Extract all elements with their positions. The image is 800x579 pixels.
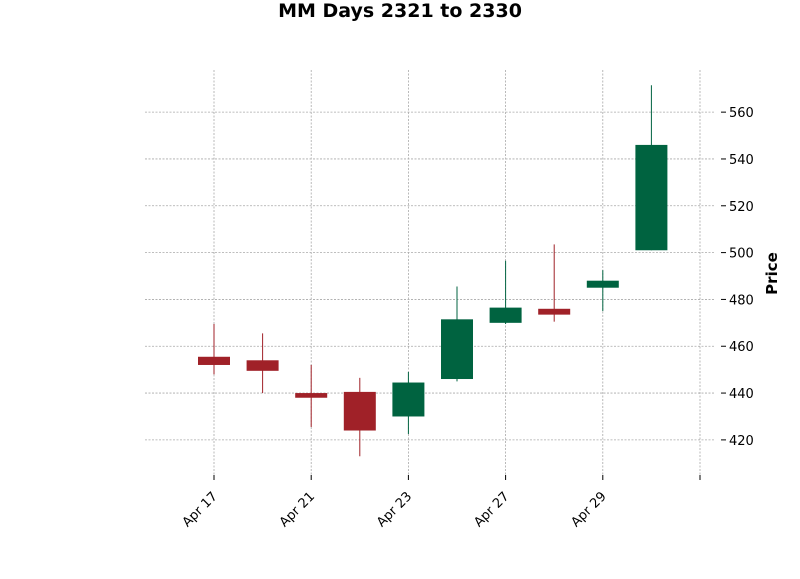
- candle: [489, 260, 522, 325]
- grid-layer: [145, 70, 715, 475]
- candle: [538, 244, 571, 322]
- y-tick-label: 500: [729, 247, 754, 262]
- y-tick-label: 520: [729, 200, 754, 215]
- y-tick-label: 460: [729, 340, 754, 355]
- y-axis-label: Price: [763, 252, 781, 295]
- axis-layer: 420 440 460 480 500 520 540 560 Apr 17 Apr 21 Apr …: [180, 106, 781, 530]
- candle: [295, 364, 328, 428]
- y-tick-label: 420: [729, 434, 754, 449]
- candle-body: [441, 319, 473, 380]
- candle-body: [198, 356, 230, 365]
- candle-body: [246, 360, 279, 371]
- x-tick-label: Apr 17: [180, 489, 221, 530]
- candle-body: [635, 144, 668, 251]
- y-tick-label: 560: [729, 106, 754, 121]
- candle-body: [343, 391, 376, 431]
- candle-body: [586, 280, 619, 288]
- candle-layer: [198, 85, 668, 457]
- candle-body: [538, 308, 571, 315]
- candle: [343, 377, 376, 457]
- x-tick-label: Apr 27: [471, 489, 512, 530]
- y-tick-label: 440: [729, 387, 754, 402]
- x-tick-label: Apr 21: [277, 489, 318, 530]
- candle-body: [392, 382, 425, 417]
- candle: [586, 270, 619, 312]
- candle: [441, 286, 473, 382]
- candle-body: [489, 307, 522, 323]
- candle: [246, 333, 279, 394]
- candle: [392, 371, 425, 435]
- candle: [198, 324, 230, 375]
- y-tick-label: 480: [729, 293, 754, 308]
- candle-body: [295, 393, 328, 398]
- x-tick-label: Apr 29: [568, 489, 609, 530]
- y-tick-label: 540: [729, 153, 754, 168]
- candle: [635, 85, 668, 251]
- x-tick-label: Apr 23: [374, 489, 415, 530]
- chart-title: MM Days 2321 to 2330: [278, 0, 522, 22]
